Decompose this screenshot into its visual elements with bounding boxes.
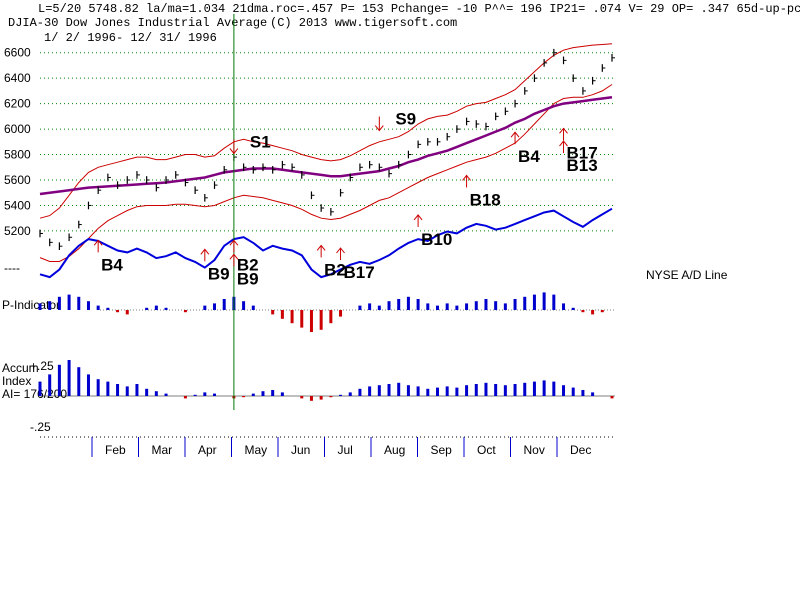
copyright: (C) 2013 www.tigersoft.com	[270, 16, 457, 30]
buy-arrow-head	[200, 248, 210, 255]
buy-signal-label: B17	[344, 263, 375, 282]
y-tick-label: 5600	[4, 173, 31, 187]
month-label: Nov	[524, 443, 545, 457]
month-label: May	[245, 443, 268, 457]
signal-marker: B9	[200, 248, 230, 283]
month-label: Dec	[570, 443, 591, 457]
buy-arrow-head	[316, 244, 326, 251]
buy-signal-label: B9	[237, 269, 259, 288]
month-label: Apr	[198, 443, 217, 457]
y-tick-label: 6400	[4, 71, 31, 85]
month-label: Jul	[338, 443, 353, 457]
month-label: Oct	[477, 443, 496, 457]
sell-signal-label: S1	[250, 132, 271, 151]
price-bars-layer	[39, 48, 615, 250]
buy-arrow-head	[559, 127, 568, 134]
header-stats: L=5/20 5748.82 la/ma=1.034 21dma.roc=.45…	[38, 2, 800, 16]
p-indicator-label: P-Indicator	[2, 298, 60, 312]
month-label: Jun	[291, 443, 310, 457]
index-name: DJIA-30 Dow Jones Industrial Average	[8, 16, 267, 30]
signal-marker: B17	[559, 127, 598, 162]
buy-signal-label: B18	[470, 190, 501, 209]
buy-signal-label: B4	[101, 255, 123, 274]
y-tick-label: 5800	[4, 148, 31, 162]
signal-marker: B17	[336, 247, 375, 282]
buy-signal-label: B2	[324, 260, 346, 279]
price-gridlines	[40, 52, 615, 232]
y-tick-label: 5200	[4, 224, 31, 238]
date-range: 1/ 2/ 1996- 12/ 31/ 1996	[44, 31, 217, 45]
signal-marker: B13	[559, 140, 598, 175]
moving-average-line	[39, 96, 613, 196]
buy-arrow-head	[510, 131, 520, 138]
y-tick-label: 5400	[4, 198, 31, 212]
buy-signal-label: B13	[567, 156, 598, 175]
buy-signal-label: B4	[518, 147, 540, 166]
signal-marker: S1	[229, 132, 271, 155]
buy-signal-label: B17	[567, 143, 598, 162]
accum-index-layer	[38, 360, 615, 401]
buy-signal-label: B2	[237, 255, 259, 274]
sell-signal-label: S9	[395, 110, 416, 129]
upper-band-line	[39, 43, 613, 219]
signal-marker: B4	[510, 131, 540, 166]
accum-index-label: Index	[2, 374, 31, 388]
ad-line-label: NYSE A/D Line	[646, 268, 728, 282]
buy-signal-label: B9	[208, 264, 230, 283]
signal-marker: B2	[229, 239, 259, 274]
bands-layer	[39, 43, 613, 262]
signal-marker: B9	[229, 253, 259, 288]
month-label: Mar	[152, 443, 173, 457]
signal-marker: B18	[462, 174, 501, 209]
lower-band-line	[39, 84, 613, 262]
p-indicator-layer	[38, 292, 615, 332]
x-axis: Feb Mar Apr May Jun Jul Aug Sep Oct Nov Dec	[40, 436, 615, 457]
buy-arrow-head	[229, 253, 239, 260]
ad-line-layer	[39, 207, 613, 279]
signal-marker: B10	[413, 214, 452, 249]
month-label: Aug	[384, 443, 405, 457]
signal-marker: B4	[93, 239, 123, 274]
signal-marker: S9	[374, 110, 416, 132]
accum-label: Accum	[2, 361, 39, 375]
buy-arrow-head	[559, 140, 568, 147]
sell-arrow-head	[374, 125, 384, 132]
y-tick-label: 6600	[4, 46, 31, 60]
buy-arrow-head	[229, 239, 239, 246]
buy-arrow-head	[462, 174, 471, 181]
buy-signal-label: B10	[421, 230, 452, 249]
ad-line	[39, 207, 613, 279]
ad-dash-label: ----	[4, 261, 20, 275]
y-tick-label: 6000	[4, 122, 31, 136]
accum-ai-label: AI= 176/200	[2, 387, 67, 401]
sell-arrow-head	[229, 148, 239, 155]
signal-marker: B2	[316, 244, 346, 279]
y-axis-tick-labels: 5200 5400 5600 5800 6000 6200 6400 6600	[4, 46, 31, 238]
accum-plus-tick: +.25	[30, 359, 54, 373]
buy-arrow-head	[413, 214, 423, 221]
accum-minus-tick: -.25	[30, 420, 51, 434]
month-label: Feb	[105, 443, 126, 457]
buy-arrow-head	[93, 239, 103, 246]
buy-arrow-head	[336, 247, 345, 254]
y-tick-label: 6200	[4, 97, 31, 111]
month-label: Sep	[431, 443, 453, 457]
